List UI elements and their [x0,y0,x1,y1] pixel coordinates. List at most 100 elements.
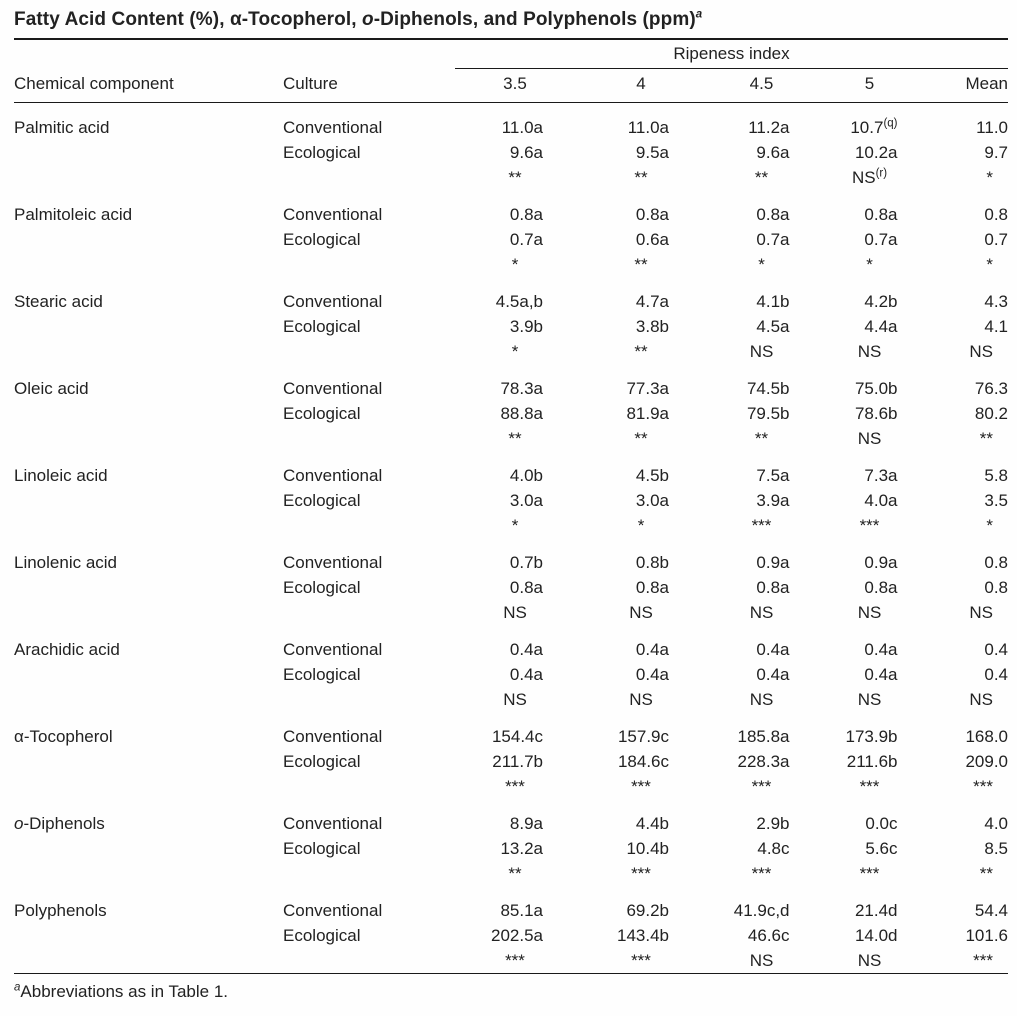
value-number: 9.6a [509,143,543,162]
value-cell: 0.8a [707,575,816,600]
col-header-mean: Mean [923,68,1008,103]
culture-cell [283,687,455,712]
value-cell: 211.7b [455,749,575,774]
value-number: 154.4c [491,727,543,746]
value-cell-mean: 5.8 [984,466,1008,485]
value-number: 10.2a [854,143,898,162]
ripeness-group-row: Ripeness index [14,39,1008,69]
significance-cell: *** [631,951,651,970]
culture-cell: Conventional [283,640,383,659]
value-cell: 0.4a [575,625,707,662]
table-title: Fatty Acid Content (%), α-Tocopherol, o-… [14,9,1008,31]
table-header: Ripeness index Chemical component Cultur… [14,39,1008,103]
value-number: 4.0a [864,491,898,510]
culture-cell [283,252,455,277]
value-number: 0.8a [864,578,898,597]
value-cell-mean: 0.8 [984,578,1008,597]
value-number: 41.9c,d [733,901,790,920]
component-cell [14,662,283,687]
significance-cell: *** [751,516,772,535]
value-cell-mean: 76.3 [974,379,1008,398]
value-cell-mean: 11.0 [976,118,1008,137]
value-cell-mean: 9.7 [984,143,1008,162]
value-number: 0.4a [864,665,898,684]
footnote-text: Abbreviations as in Table 1. [20,982,229,1001]
component-cell [14,227,283,252]
culture-cell: Conventional [283,901,383,920]
value-cell: 3.0a [575,488,707,513]
title-text-1: Fatty Acid Content (%), α-Tocopherol, [14,9,362,30]
value-cell: 11.0a [455,103,575,141]
value-number: 0.9a [756,553,790,572]
value-number: 4.2b [864,292,898,311]
component-cell [14,165,283,190]
value-number: 4.5a [756,317,790,336]
data-row: o-Diphenols Conventional 8.9a 4.4b 2.9b 0.0c 4… [14,799,1008,836]
value-cell: 0.8a [816,190,923,227]
value-cell-mean: 80.2 [974,404,1008,423]
value-cell: 0.4a [707,625,816,662]
significance-cell: * [758,255,765,274]
value-number: 3.9a [756,491,790,510]
value-cell: 10.2a [816,140,923,165]
culture-cell [283,513,455,538]
component-cell [14,488,283,513]
component-cell: Oleic acid [14,379,89,398]
value-number: 4.8c [757,839,790,858]
value-number: 85.1a [500,901,543,920]
component-cell [14,687,283,712]
significance-cell: NS [749,690,774,709]
culture-cell [283,165,455,190]
value-number: 3.0a [635,491,669,510]
value-number: 75.0b [854,379,898,398]
value-number: 211.7b [492,752,543,771]
value-cell-mean: 209.0 [965,752,1008,771]
value-cell: 3.0a [455,488,575,513]
value-cell: 0.7a [707,227,816,252]
component-cell [14,861,283,886]
value-cell: 41.9c,d [707,886,816,923]
component-cell: Palmitic acid [14,118,110,137]
value-cell: 9.6a [707,140,816,165]
table-body: Palmitic acid Conventional 11.0a 11.0a 11.2a… [14,103,1008,974]
significance-cell: ** [508,429,522,448]
value-cell: 0.8a [455,190,575,227]
value-cell: 7.3a [816,451,923,488]
culture-cell [283,861,455,886]
value-number: 173.9b [845,727,898,746]
culture-cell: Ecological [283,839,361,858]
culture-cell: Ecological [283,491,361,510]
value-cell: 4.4a [816,314,923,339]
significance-cell: *** [973,951,993,970]
data-row: Ecological 3.9b 3.8b 4.5a 4.4a 4.1 [14,314,1008,339]
value-cell: 0.6a [575,227,707,252]
culture-cell [283,774,455,799]
value-cell: 0.7a [816,227,923,252]
value-number: 74.5b [746,379,790,398]
value-number: 0.8a [509,578,543,597]
component-cell: α-Tocopherol [14,727,113,746]
value-number: 9.5a [635,143,669,162]
component-cell [14,401,283,426]
value-cell: 211.6b [816,749,923,774]
significance-cell: *** [859,864,880,883]
value-number: 21.4d [854,901,898,920]
component-cell [14,314,283,339]
significance-cell: NS [857,342,882,361]
significance-cell: NS [503,603,527,622]
culture-cell: Ecological [283,926,361,945]
data-row: Ecological 0.4a 0.4a 0.4a 0.4a 0.4 [14,662,1008,687]
data-row: Ecological 0.8a 0.8a 0.8a 0.8a 0.8 [14,575,1008,600]
data-row: Linoleic acid Conventional 4.0b 4.5b 7.5a 7.3… [14,451,1008,488]
significance-cell: ** [634,342,648,361]
footnote-marker: a [14,981,21,994]
value-number: 0.8a [756,578,790,597]
value-number: 0.7a [864,230,898,249]
significance-row: * ** * * * [14,252,1008,277]
col-header-chemical-component: Chemical component [14,68,283,103]
component-cell: Palmitoleic acid [14,205,133,224]
title-text-2: -Diphenols, and Polyphenols (ppm) [373,9,696,30]
culture-cell: Ecological [283,578,361,597]
significance-row: *** *** NS NS *** [14,948,1008,974]
